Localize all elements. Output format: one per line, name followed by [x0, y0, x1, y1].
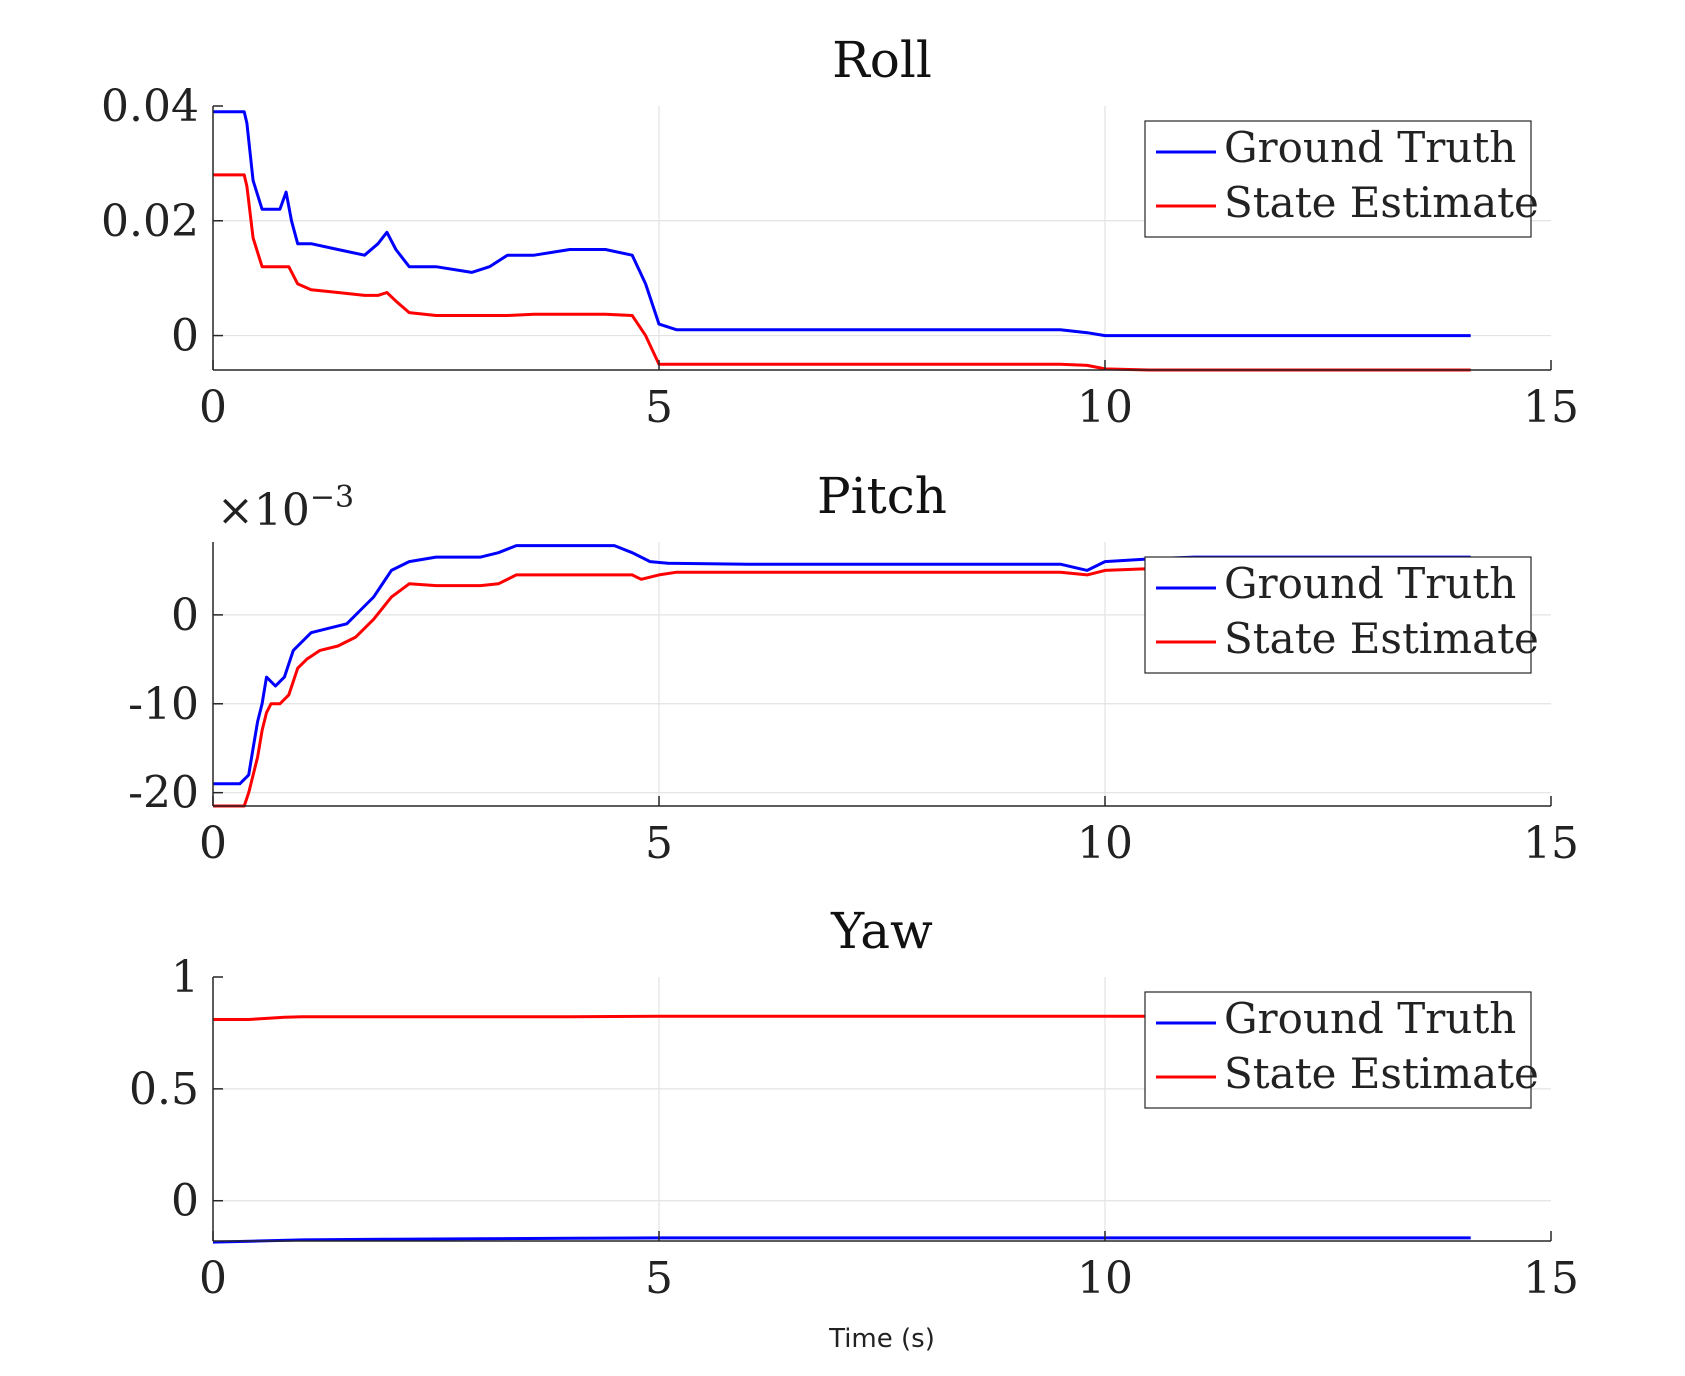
pitch-exponent-base: ×10 [217, 485, 310, 536]
yaw-y-tick-label-1: 0.5 [129, 1064, 199, 1115]
roll-legend-ground-truth-label: Ground Truth [1224, 123, 1516, 172]
roll-legend-state-estimate-label: State Estimate [1224, 178, 1539, 227]
roll-axes [212, 106, 1551, 371]
pitch-x-tick-label-3: 15 [1523, 818, 1579, 869]
yaw-legend-ground-truth-label: Ground Truth [1224, 994, 1516, 1043]
pitch-legend-box [1144, 556, 1532, 674]
roll-y-tick-label-0: 0 [171, 311, 199, 362]
roll-y-tick-label-1: 0.02 [101, 196, 199, 247]
pitch-title: Pitch [817, 467, 947, 525]
pitch-legend: Ground Truth State Estimate [1144, 556, 1539, 674]
roll-x-tick-label-0: 0 [199, 382, 227, 433]
pitch-exponent-power: −3 [310, 480, 354, 515]
yaw-panel: 0 5 10 15 0 0.5 1 Yaw Ground Truth State Estim… [129, 902, 1579, 1304]
yaw-x-tick-label-1: 5 [645, 1253, 673, 1304]
pitch-series [213, 544, 1471, 808]
yaw-legend: Ground Truth State Estimate [1144, 991, 1539, 1109]
roll-legend-box [1144, 120, 1532, 238]
pitch-y-tick-label-0: -20 [128, 768, 199, 819]
yaw-x-tick-label-3: 15 [1523, 1253, 1579, 1304]
yaw-y-tick-label-2: 1 [171, 952, 199, 1003]
pitch-axes [212, 542, 1551, 807]
pitch-legend-ground-truth-label: Ground Truth [1224, 559, 1516, 608]
yaw-legend-state-estimate-label: State Estimate [1224, 1049, 1539, 1098]
roll-panel: 0 5 10 15 0 0.02 0.04 Roll Ground Truth State … [101, 31, 1579, 433]
yaw-title: Yaw [830, 902, 933, 960]
roll-x-tick-label-2: 10 [1077, 382, 1133, 433]
roll-y-tick-label-2: 0.04 [101, 81, 199, 132]
pitch-x-tick-label-0: 0 [199, 818, 227, 869]
pitch-series-ground-truth-line [213, 544, 1471, 786]
yaw-ticks: 0 5 10 15 0 0.5 1 [129, 952, 1579, 1304]
roll-x-tick-label-3: 15 [1523, 382, 1579, 433]
roll-legend: Ground Truth State Estimate [1144, 120, 1539, 238]
pitch-x-tick-label-2: 10 [1077, 818, 1133, 869]
pitch-y-tick-label-1: -10 [128, 679, 199, 730]
roll-series-state-estimate-line [213, 173, 1471, 372]
roll-title: Roll [832, 31, 932, 89]
pitch-legend-state-estimate-label: State Estimate [1224, 614, 1539, 663]
pitch-series-state-estimate-line [213, 567, 1471, 808]
pitch-panel: 0 5 10 15 -20 -10 0 Pitch ×10−3 Ground Truth S… [128, 467, 1579, 869]
pitch-ticks: 0 5 10 15 -20 -10 0 [128, 590, 1579, 869]
roll-x-tick-label-1: 5 [645, 382, 673, 433]
pitch-y-tick-label-2: 0 [171, 590, 199, 641]
yaw-x-tick-label-0: 0 [199, 1253, 227, 1304]
yaw-axes [212, 977, 1551, 1242]
roll-series-ground-truth-line [213, 110, 1471, 338]
pitch-exponent-label: ×10−3 [217, 480, 354, 536]
x-axis-label: Time (s) [828, 1324, 935, 1354]
yaw-legend-box [1144, 991, 1532, 1109]
roll-ticks: 0 5 10 15 0 0.02 0.04 [101, 81, 1579, 433]
yaw-x-tick-label-2: 10 [1077, 1253, 1133, 1304]
yaw-series-ground-truth-line [212, 1236, 1471, 1244]
yaw-y-tick-label-0: 0 [171, 1176, 199, 1227]
pitch-x-tick-label-1: 5 [645, 818, 673, 869]
roll-series [213, 110, 1471, 372]
pitch-grid [213, 542, 1551, 806]
